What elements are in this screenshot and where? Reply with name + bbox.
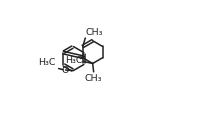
Text: CH₃: CH₃ (85, 74, 102, 83)
Text: H₃C: H₃C (65, 56, 82, 65)
Text: O: O (61, 66, 69, 75)
Text: CH₃: CH₃ (86, 28, 103, 37)
Text: H₃C: H₃C (39, 58, 56, 67)
